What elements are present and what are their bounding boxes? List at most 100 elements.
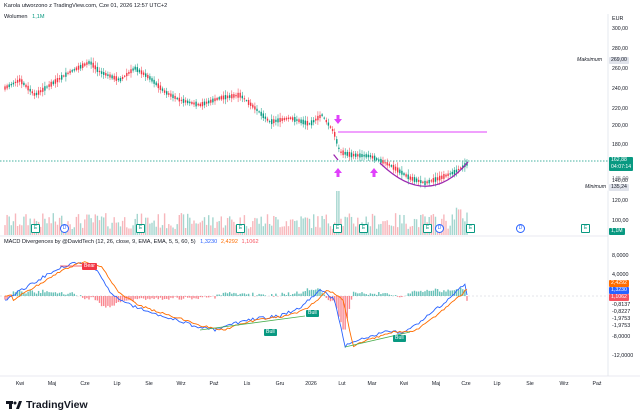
event-marker[interactable]: E (581, 224, 590, 233)
histogram-bar (260, 294, 262, 296)
volume-bar (369, 226, 372, 235)
histogram-bar (464, 290, 466, 296)
histogram-bar (224, 292, 227, 296)
candle-body (178, 97, 180, 102)
event-marker[interactable]: D (435, 224, 444, 233)
histogram-bar (334, 296, 336, 303)
histogram-bar (94, 296, 96, 301)
event-marker[interactable]: E (333, 224, 342, 233)
time-tick: Paź (210, 381, 219, 387)
volume-bar (455, 207, 458, 235)
time-tick: Maj (432, 381, 440, 387)
candle-body (151, 78, 153, 82)
volume-bar (126, 227, 128, 235)
candle-body (86, 62, 88, 65)
histogram-bar (420, 290, 422, 296)
event-marker[interactable]: E (359, 224, 368, 233)
event-marker[interactable]: E (423, 224, 432, 233)
time-tick: Paź (593, 381, 602, 387)
volume-bar (315, 226, 317, 235)
histogram-bar (142, 296, 145, 299)
histogram-bar (294, 293, 296, 296)
candle-body (443, 174, 445, 179)
event-marker[interactable]: E (136, 224, 145, 233)
candle-body (4, 86, 6, 90)
volume-bar (256, 218, 258, 235)
macd-tick: 8,0000 (612, 253, 629, 259)
histogram-bar (50, 292, 52, 296)
candle-body (21, 79, 23, 85)
candle-body (231, 94, 233, 99)
histogram-bar (352, 291, 355, 296)
histogram-bar (457, 289, 460, 296)
event-marker[interactable]: D (516, 224, 525, 233)
cup-arc (333, 154, 469, 187)
volume-bar (325, 214, 327, 235)
candle-body (168, 93, 170, 95)
histogram-bar (289, 295, 292, 296)
volume-bar (399, 214, 401, 235)
histogram-bar (298, 293, 300, 296)
candle-body (430, 180, 432, 182)
histogram-bar (157, 296, 159, 300)
candle-body (384, 162, 386, 164)
bear-label: Bear (82, 263, 97, 270)
event-marker[interactable]: D (60, 224, 69, 233)
volume-bar (373, 215, 376, 235)
histogram-bar (256, 295, 258, 296)
min-value: 135,24 (609, 184, 629, 191)
histogram-bar (4, 296, 6, 300)
histogram-bar (283, 293, 285, 296)
candle-body (40, 90, 42, 93)
candle-body (44, 86, 46, 91)
volume-bar (247, 228, 250, 235)
candle-body (271, 119, 273, 125)
candle-body (285, 117, 288, 120)
candle-body (424, 180, 426, 186)
histogram-bar (73, 293, 75, 296)
signal-tag: 2,4292 (609, 280, 629, 287)
candle-body (71, 70, 73, 72)
candle-body (436, 177, 439, 181)
candle-body (321, 114, 323, 116)
volume-bar (69, 224, 71, 235)
candle-body (8, 84, 10, 88)
histogram-bar (214, 296, 216, 299)
histogram-bar (287, 292, 290, 296)
volume-bar (413, 218, 416, 235)
event-marker[interactable]: E (31, 224, 40, 233)
histogram-bar (193, 296, 195, 299)
histogram-bar (56, 293, 59, 296)
volume-bar (166, 228, 168, 235)
histogram-bar (348, 296, 351, 309)
candle-body (289, 117, 292, 120)
candle-body (61, 75, 63, 80)
candle-body (50, 81, 52, 87)
histogram-bar (132, 296, 134, 302)
volume-bar (201, 220, 204, 235)
histogram-tag: 1,1062 (609, 294, 629, 301)
candle-body (357, 154, 359, 157)
histogram-bar (407, 293, 409, 296)
macd-legend[interactable]: MACD Divergences by @DavidTech (12, 26, … (4, 239, 259, 245)
volume-bar (94, 214, 96, 235)
volume-label: Wolumen (4, 14, 28, 20)
volume-bar (84, 219, 86, 235)
histogram-bar (350, 296, 353, 300)
price-tick: 280,00 (612, 46, 628, 52)
arrow-up-icon (334, 168, 342, 177)
event-marker[interactable]: E (236, 224, 245, 233)
volume-bar (262, 226, 264, 235)
candle-body (451, 171, 453, 175)
histogram-bar (210, 296, 212, 297)
volume-bar (12, 221, 15, 235)
histogram-bar (42, 289, 44, 296)
candle-body (262, 113, 264, 119)
volume-bar (208, 215, 210, 235)
current-price-tag: 162,88 04:07:14 (609, 157, 634, 171)
candle-body (222, 95, 225, 100)
event-marker[interactable]: E (466, 224, 475, 233)
bull-divergence-line (199, 315, 306, 331)
histogram-bar (182, 296, 185, 299)
